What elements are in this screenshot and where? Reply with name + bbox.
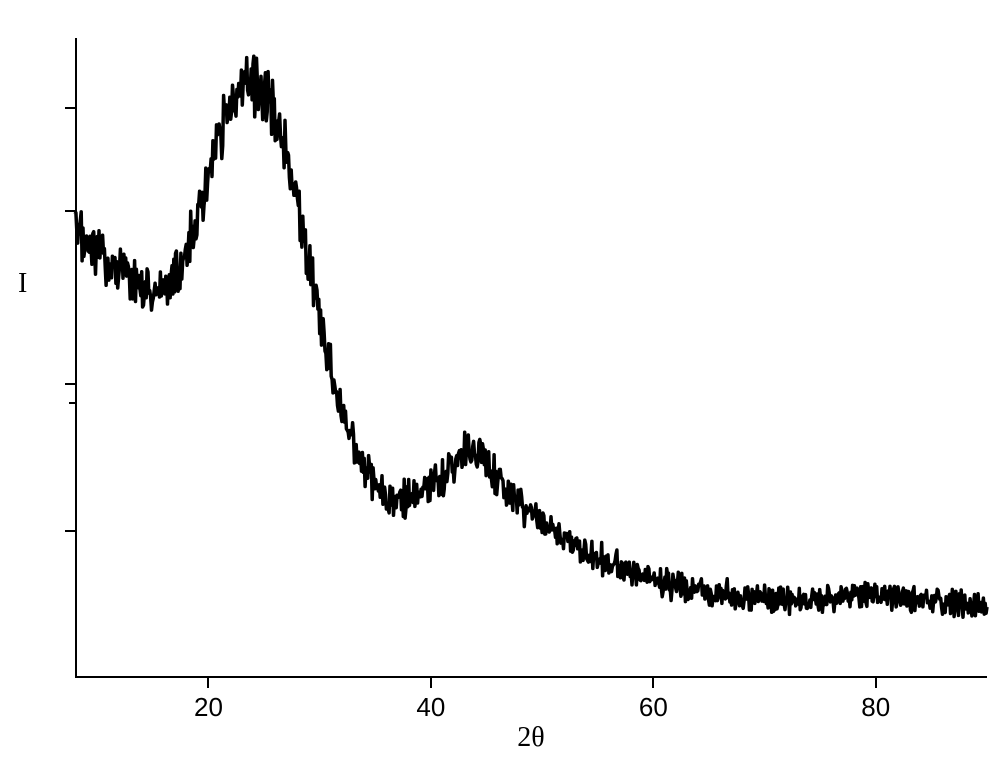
x-tick-label: 80 <box>861 692 890 723</box>
x-tick <box>652 678 654 688</box>
x-tick <box>207 678 209 688</box>
x-tick <box>430 678 432 688</box>
x-tick <box>875 678 877 688</box>
xrd-chart: I 2θ 20 40 60 80 <box>0 0 1000 770</box>
plot-area <box>75 38 987 678</box>
x-tick-label: 60 <box>639 692 668 723</box>
x-tick-label: 20 <box>194 692 223 723</box>
y-tick <box>65 107 75 109</box>
x-tick-label: 40 <box>416 692 445 723</box>
x-axis-label: 2θ <box>517 722 544 754</box>
y-tick <box>65 383 75 385</box>
y-tick-minor <box>69 402 75 404</box>
y-tick <box>65 530 75 532</box>
y-axis-label: I <box>18 268 27 300</box>
y-tick <box>65 210 75 212</box>
